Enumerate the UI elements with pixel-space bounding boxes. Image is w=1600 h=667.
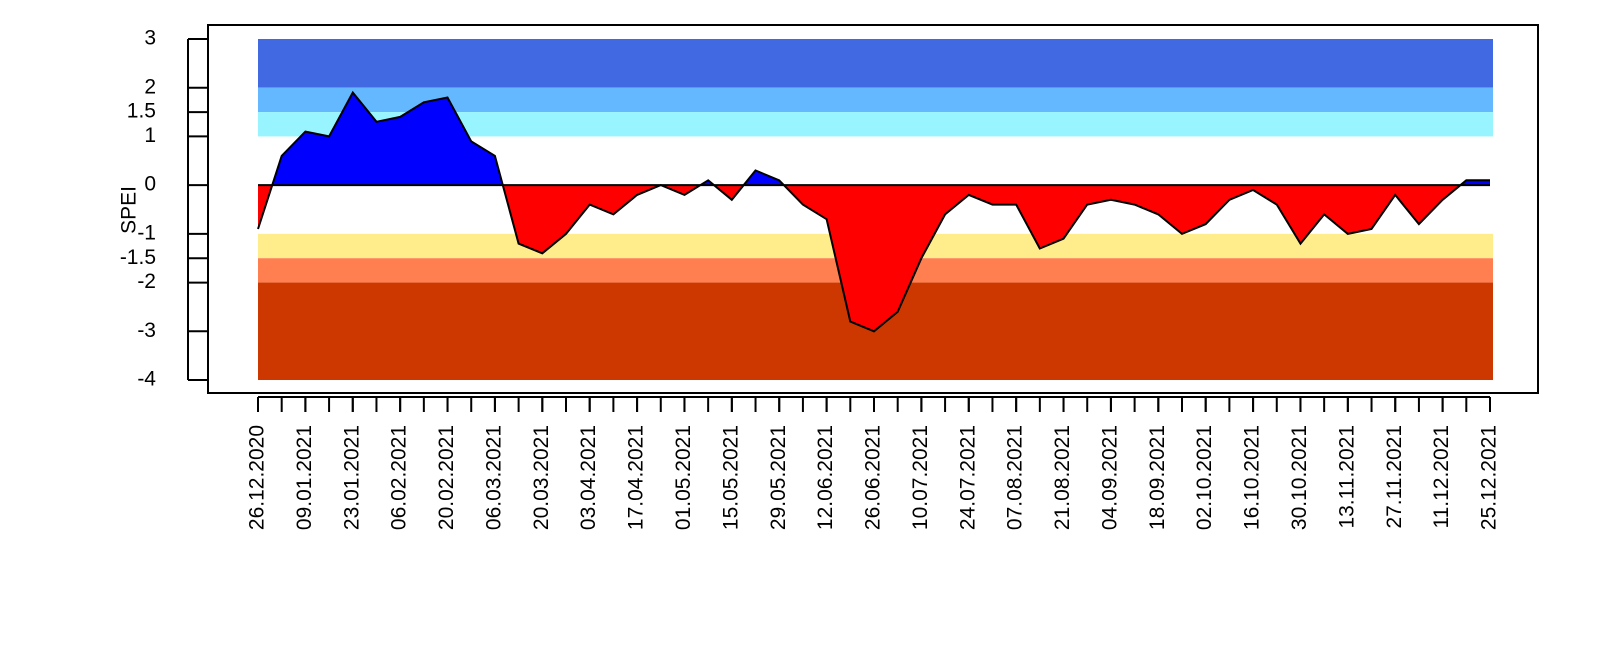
positive-area [272, 92, 1490, 186]
spei-band [258, 87, 1493, 113]
y-tick-label: 2 [144, 75, 156, 98]
y-tick-label: -1 [137, 221, 156, 244]
y-tick-label: 1.5 [127, 100, 156, 123]
x-tick-label: 10.07.2021 [909, 425, 932, 530]
spei-line [257, 90, 1490, 333]
x-tick-label: 30.10.2021 [1288, 425, 1311, 530]
y-tick-label: -3 [137, 319, 156, 342]
x-tick-label: 17.04.2021 [625, 425, 648, 530]
x-tick-label: 18.09.2021 [1146, 425, 1169, 530]
x-tick-label: 12.06.2021 [814, 425, 837, 530]
x-tick-label: 20.02.2021 [435, 425, 458, 530]
x-tick-label: 16.10.2021 [1241, 425, 1264, 530]
x-tick-label: 01.05.2021 [672, 425, 695, 530]
x-tick-label: 26.06.2021 [862, 425, 885, 530]
x-tick-label: 24.07.2021 [956, 425, 979, 530]
x-tick-label: 07.08.2021 [1004, 425, 1027, 530]
x-tick-label: 06.02.2021 [388, 425, 411, 530]
x-tick-label: 26.12.2020 [246, 425, 269, 530]
x-tick-label: 03.04.2021 [577, 425, 600, 530]
y-tick-label: -4 [137, 368, 156, 391]
negative-area [258, 185, 1490, 332]
x-tick-label: 06.03.2021 [482, 425, 505, 530]
x-tick-label: 04.09.2021 [1098, 425, 1121, 530]
y-tick-label: -1.5 [120, 246, 156, 269]
spei-band [258, 39, 1493, 88]
y-axis-label: SPEI [118, 186, 141, 234]
x-tick-label: 20.03.2021 [530, 425, 553, 530]
x-tick-label: 27.11.2021 [1383, 425, 1406, 529]
x-tick-label: 11.12.2021 [1430, 425, 1453, 529]
plot-frame [207, 24, 1539, 394]
x-tick-label: 25.12.2021 [1478, 425, 1501, 530]
x-tick-label: 02.10.2021 [1193, 425, 1216, 530]
x-tick-label: 29.05.2021 [767, 425, 790, 530]
y-tick-label: 0 [144, 173, 156, 196]
x-tick-label: 23.01.2021 [340, 425, 363, 530]
y-tick-label: 1 [144, 124, 156, 147]
y-tick-label: -2 [137, 270, 156, 293]
x-tick-label: 15.05.2021 [719, 425, 742, 530]
x-tick-label: 13.11.2021 [1335, 425, 1358, 529]
y-tick-label: 3 [144, 27, 156, 50]
x-tick-label: 09.01.2021 [293, 425, 316, 530]
x-tick-label: 21.08.2021 [1051, 425, 1074, 530]
